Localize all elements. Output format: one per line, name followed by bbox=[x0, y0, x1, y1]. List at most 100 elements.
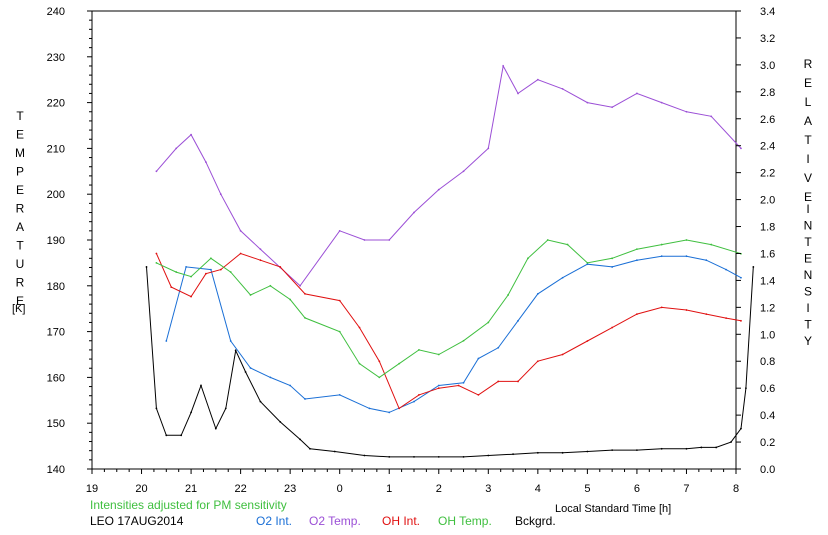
series-bckgrd-point bbox=[234, 349, 237, 352]
series-bckgrd-point bbox=[536, 451, 539, 454]
series-bckgrd-point bbox=[660, 447, 663, 450]
series-oh-int-point bbox=[219, 268, 222, 271]
y-left-tick-label: 210 bbox=[47, 143, 65, 155]
y-right-tick-label: 1.0 bbox=[760, 329, 775, 341]
y-left-tick-label: 160 bbox=[47, 372, 65, 384]
series-oh-temp-point bbox=[586, 262, 589, 264]
series-bckgrd-point bbox=[214, 427, 217, 430]
series-bckgrd-point bbox=[388, 455, 391, 458]
series-oh-int bbox=[155, 252, 742, 410]
series-o2-int-point bbox=[304, 398, 306, 400]
series-o2-temp-point bbox=[190, 133, 192, 136]
y-right-tick-label: 1.4 bbox=[760, 275, 775, 287]
series-oh-int-point bbox=[398, 407, 401, 410]
series-o2-int-point bbox=[368, 407, 371, 410]
series-bckgrd-point bbox=[715, 446, 718, 449]
y-right-tick-label: 0.0 bbox=[760, 464, 775, 476]
series-oh-temp-point bbox=[507, 294, 510, 296]
series-bckgrd-point bbox=[244, 371, 247, 373]
series-o2-temp-point bbox=[517, 92, 519, 95]
y-right-title-letter: S bbox=[804, 285, 812, 299]
y-left-title-letter: U bbox=[16, 257, 25, 271]
series-o2-temp-point bbox=[740, 147, 742, 150]
series-bckgrd-point bbox=[200, 384, 202, 387]
series-o2-temp-point bbox=[636, 92, 638, 95]
y-left-title-letter: T bbox=[16, 239, 24, 253]
series-oh-int-point bbox=[705, 313, 708, 315]
series-o2-int-point bbox=[497, 346, 500, 349]
series-oh-temp-point bbox=[289, 298, 292, 301]
y-right-tick-label: 0.2 bbox=[760, 437, 775, 449]
series-bckgrd-point bbox=[487, 454, 490, 457]
series-o2-int bbox=[165, 255, 742, 413]
series-o2-temp-point bbox=[536, 78, 539, 81]
series-oh-int-point bbox=[497, 380, 500, 383]
y-right-title-letter: V bbox=[804, 171, 812, 185]
x-tick-label: 23 bbox=[284, 483, 296, 495]
series-layer bbox=[145, 64, 755, 458]
series-oh-temp-point bbox=[566, 243, 569, 246]
legend-entry: Bckgrd. bbox=[515, 514, 556, 528]
y-left-title-letter: P bbox=[16, 165, 24, 179]
series-o2-temp-point bbox=[586, 101, 589, 104]
y-left-title-letter: M bbox=[15, 146, 25, 160]
series-oh-temp-point bbox=[527, 257, 529, 260]
legend-entry: O2 Int. bbox=[256, 514, 292, 528]
series-oh-temp-point bbox=[155, 262, 158, 264]
x-tick-label: 0 bbox=[337, 483, 343, 495]
series-o2-int-point bbox=[229, 340, 232, 342]
y-left-unit: [K] bbox=[12, 303, 25, 315]
legend-entry: OH Temp. bbox=[438, 514, 492, 528]
y-right-title-letter: N bbox=[804, 268, 813, 282]
pm-sensitivity-note: Intensities adjusted for PM sensitivity bbox=[90, 498, 287, 512]
y-right-title-letter: I bbox=[806, 202, 809, 216]
y-right-title-letter: E bbox=[804, 252, 812, 266]
series-oh-int-point bbox=[561, 353, 564, 356]
x-axis-title: Local Standard Time [h] bbox=[555, 503, 671, 515]
series-o2-int-point bbox=[705, 259, 708, 262]
y-left-title-letter: E bbox=[16, 128, 24, 142]
y-left-tick-label: 180 bbox=[47, 281, 65, 293]
series-o2-temp-point bbox=[219, 193, 222, 196]
series-o2-int-point bbox=[185, 266, 188, 268]
series-o2-temp-point bbox=[502, 65, 505, 67]
series-o2-temp-point bbox=[239, 229, 242, 232]
y-right-tick-label: 3.2 bbox=[760, 33, 775, 45]
plot-frame bbox=[91, 10, 737, 470]
series-bckgrd-point bbox=[561, 451, 564, 454]
series-oh-int-point bbox=[437, 387, 440, 390]
y-left-tick-label: 240 bbox=[47, 6, 65, 18]
series-bckgrd-point bbox=[279, 420, 282, 423]
y-left-tick-label: 200 bbox=[47, 189, 65, 201]
series-bckgrd-point bbox=[224, 407, 227, 410]
y-left-title-letter: A bbox=[16, 220, 24, 234]
series-oh-int-point bbox=[170, 286, 173, 289]
series-oh-int-point bbox=[636, 313, 638, 315]
series-bckgrd-point bbox=[730, 441, 732, 443]
series-o2-int-point bbox=[269, 376, 272, 379]
y-left-tick-label: 220 bbox=[47, 98, 65, 110]
series-oh-temp-point bbox=[611, 257, 614, 260]
series-o2-temp-point bbox=[338, 229, 341, 232]
series-oh-int-point bbox=[536, 360, 539, 363]
series-oh-int-point bbox=[205, 272, 207, 275]
series-oh-int-point bbox=[725, 317, 727, 320]
series-oh-temp-point bbox=[269, 284, 272, 287]
series-bckgrd-point bbox=[363, 454, 366, 457]
x-tick-label: 4 bbox=[535, 483, 541, 495]
series-o2-int-point bbox=[209, 268, 212, 271]
series-o2-int-point bbox=[477, 357, 480, 360]
series-oh-temp-point bbox=[437, 353, 440, 356]
x-tick-label: 20 bbox=[135, 483, 147, 495]
series-bckgrd-point bbox=[165, 434, 168, 437]
y-right-tick-label: 1.6 bbox=[760, 248, 775, 260]
series-o2-temp-point bbox=[205, 161, 207, 164]
series-oh-int-point bbox=[358, 326, 361, 329]
series-oh-int-point bbox=[740, 319, 742, 322]
series-oh-temp-point bbox=[175, 271, 178, 273]
y-left-tick-label: 140 bbox=[47, 464, 65, 476]
series-o2-temp bbox=[156, 64, 742, 287]
series-oh-temp-point bbox=[660, 243, 663, 246]
axis-layer: 19 20 21 22 23 0 1 2 3 4 5 6 7 8140150160170180190200… bbox=[47, 6, 776, 495]
